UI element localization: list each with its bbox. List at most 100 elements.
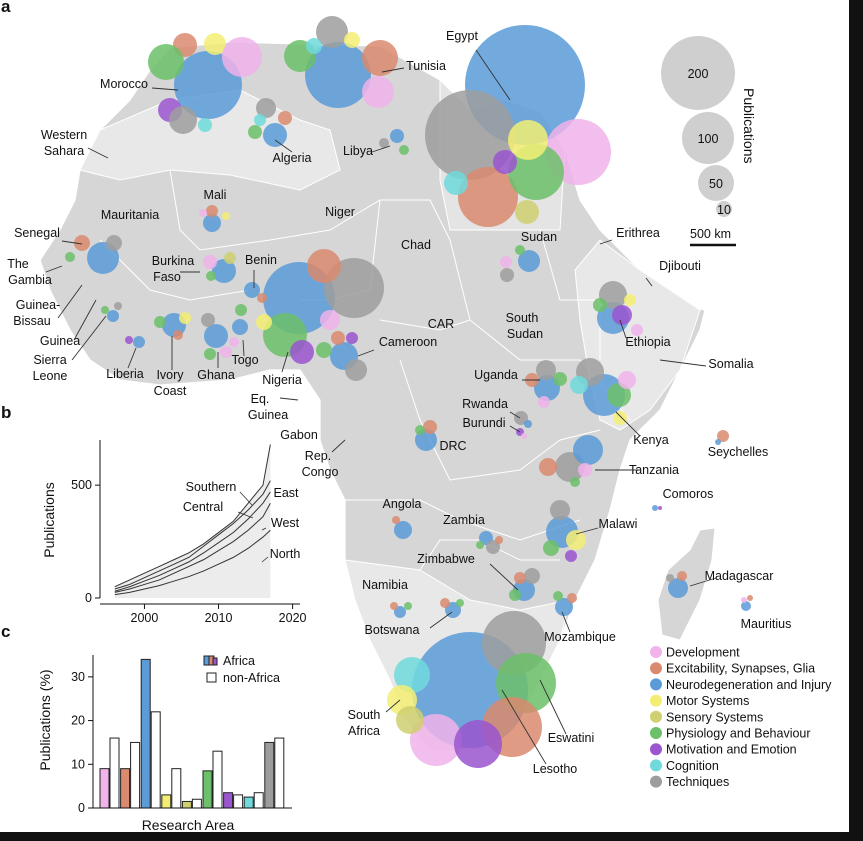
country-label: Malawi (599, 517, 638, 531)
country-label: Erithrea (616, 226, 660, 240)
legend-label: non-Africa (223, 671, 280, 685)
country-label: Tanzania (629, 463, 679, 477)
bubble-development (538, 396, 550, 408)
size-legend-value: 100 (698, 132, 719, 146)
legend-label: Development (666, 646, 740, 660)
chart-c-xlabel: Research Area (142, 817, 235, 833)
bubble-physiology-and-behaviour (154, 316, 166, 328)
leader-line (501, 689, 547, 765)
country-label: Coast (154, 384, 187, 398)
leader-line (331, 439, 346, 453)
bubble-neurodegeneration-and-injury (394, 606, 406, 618)
legend-label: Motivation and Emotion (666, 743, 797, 757)
country-label: Zimbabwe (417, 552, 475, 566)
bubble-neurodegeneration-and-injury (263, 123, 287, 147)
bubble-neurodegeneration-and-injury (212, 259, 236, 283)
bubble-techniques (201, 313, 215, 327)
size-legend-title: Publications (741, 88, 757, 164)
y-tick-label: 30 (71, 670, 85, 684)
country-label: South (348, 708, 381, 722)
legend-swatch (650, 662, 662, 675)
bubble-excitability-synapses-glia (390, 602, 398, 610)
country-label: Somalia (708, 357, 753, 371)
country-label: Morocco (100, 77, 148, 91)
leader-line (509, 425, 521, 433)
bubble-excitability-synapses-glia (747, 595, 753, 601)
bubble-neurodegeneration-and-injury (203, 214, 221, 232)
leader-line (599, 239, 613, 245)
bubble-excitability-synapses-glia (173, 330, 183, 340)
bubble-development (741, 597, 747, 603)
bubble-motivation-and-emotion (454, 720, 502, 768)
chart-c-ylabel: Publications (%) (37, 669, 53, 770)
bubble-techniques (106, 235, 122, 251)
bubble-physiology-and-behaviour (593, 298, 607, 312)
bubble-excitability-synapses-glia (423, 420, 437, 434)
leader-line (475, 49, 511, 101)
bar-africa (161, 794, 172, 809)
bar-non-africa (130, 741, 141, 809)
country-label: Mauritania (101, 208, 159, 222)
bubble-excitability-synapses-glia (440, 598, 450, 608)
bar-africa (202, 770, 213, 809)
legend-label: Physiology and Behaviour (666, 727, 811, 741)
series-line-central (114, 491, 271, 592)
country-label: Guinea (40, 334, 80, 348)
leader-line (57, 284, 83, 319)
country-label: Leone (33, 369, 68, 383)
country-label: Rep. (305, 449, 331, 463)
leader-line (281, 351, 289, 373)
bubble-techniques (425, 90, 515, 180)
scale-bar-label: 500 km (690, 227, 731, 241)
country-label: Senegal (14, 226, 60, 240)
bubble-physiology-and-behaviour (399, 145, 409, 155)
bubble-techniques (345, 359, 367, 381)
bar-non-africa (109, 737, 120, 809)
bubble-excitability-synapses-glia (331, 331, 345, 345)
bar-africa (181, 800, 192, 809)
y-tick-label: 500 (71, 478, 92, 492)
bubble-techniques (316, 16, 348, 48)
bar-non-africa (233, 794, 244, 809)
bar-non-africa (171, 768, 182, 809)
x-tick-label: 2000 (131, 611, 159, 625)
country-label: Western (41, 128, 87, 142)
legend-swatch (650, 694, 662, 707)
publication-bubbles (65, 16, 753, 768)
leader-line (689, 577, 717, 587)
series-label-west: West (271, 516, 300, 530)
country-label: Sierra (33, 353, 66, 367)
bubble-motor-systems (204, 33, 226, 55)
bar-africa (264, 741, 275, 809)
country-label: Gambia (8, 273, 52, 287)
size-legend-value: 50 (709, 177, 723, 191)
bubble-techniques (666, 574, 674, 582)
bar-non-africa (212, 750, 223, 809)
bubble-excitability-synapses-glia (257, 293, 267, 303)
leader-line (615, 411, 641, 437)
legend-swatch (650, 727, 662, 739)
country-label: Mozambique (544, 630, 616, 644)
bubble-development (578, 463, 592, 477)
bubble-neurodegeneration-and-injury (668, 578, 688, 598)
bubble-development (229, 337, 239, 347)
country-label: Rwanda (462, 397, 508, 411)
chart-b-area (114, 444, 271, 598)
leader-line (45, 265, 63, 273)
bubble-techniques (500, 268, 514, 282)
country-label: Ghana (197, 368, 235, 382)
bar-africa (223, 792, 234, 809)
country-label: Angola (383, 497, 422, 511)
bubble-physiology-and-behaviour (543, 540, 559, 556)
right-frame-edge (849, 0, 863, 841)
country-label: Gabon (280, 428, 318, 442)
y-tick-label: 10 (71, 757, 85, 771)
leader-line (429, 611, 453, 629)
legend-swatch (650, 759, 662, 772)
country-label: Togo (231, 353, 258, 367)
size-legend-value: 200 (688, 67, 709, 81)
country-label: Burkina (152, 254, 194, 268)
legend-label: Africa (223, 654, 255, 668)
bubble-neurodegeneration-and-injury (174, 51, 242, 119)
